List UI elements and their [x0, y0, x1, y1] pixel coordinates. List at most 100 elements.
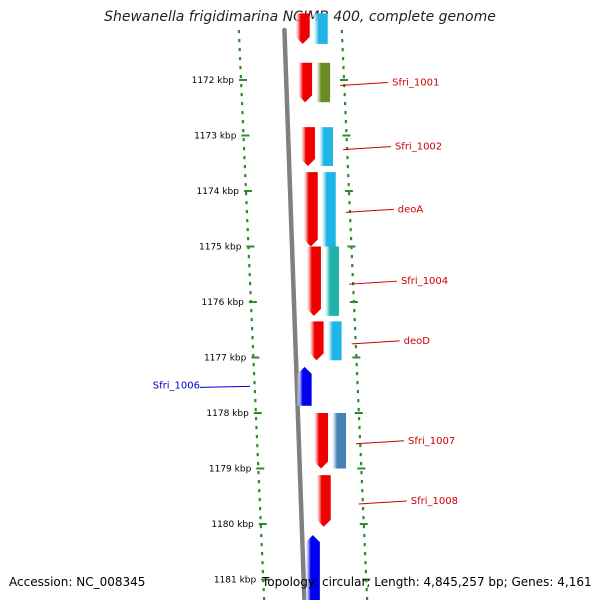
reverse-gene-arrow: [297, 366, 312, 406]
accession-text: Accession: NC_008345: [9, 575, 146, 589]
ruler-dot: [356, 390, 359, 394]
ruler-dot: [358, 435, 361, 439]
ruler-dot: [242, 138, 245, 142]
ruler-dot: [246, 237, 250, 241]
ruler-dot: [238, 39, 241, 43]
ruler-dot: [362, 507, 365, 511]
ruler-dot: [259, 507, 262, 511]
gene-sfri_1001: Sfri_1001: [298, 62, 439, 103]
ruler-dot: [363, 543, 366, 547]
gene-sfri_1008: Sfri_1008: [316, 475, 458, 527]
topology-text: Topology: circular; Length: 4,845,257 bp…: [262, 575, 592, 589]
ruler-dot: [342, 66, 345, 70]
ruler-dot: [263, 597, 266, 600]
ruler-dot: [241, 120, 244, 124]
tick-label: 1178 kbp: [206, 409, 249, 419]
forward-gene-arrow: [316, 475, 331, 527]
gene-sfri_1002: Sfri_1002: [300, 127, 442, 167]
ruler-dot: [354, 345, 357, 349]
ruler-dot: [349, 228, 352, 232]
ruler-dot: [244, 183, 247, 187]
gene-partial: [295, 13, 328, 44]
ruler-dot: [360, 480, 363, 484]
gene-label: Sfri_1001: [392, 77, 439, 88]
label-leader-line: [358, 500, 407, 505]
ruler-dot: [363, 534, 366, 538]
ruler-dot: [358, 426, 361, 430]
ruler-dot: [245, 201, 248, 205]
forward-gene-arrow: [309, 321, 324, 361]
ruler-dot: [256, 444, 259, 448]
tick-label: 1174 kbp: [197, 187, 240, 197]
ruler-dot: [345, 138, 348, 142]
gene-label: Sfri_1002: [395, 142, 442, 153]
ruler-dot: [353, 318, 356, 322]
ruler-dot: [254, 399, 257, 403]
ruler-dot: [341, 48, 344, 52]
ruler-dot: [355, 354, 358, 358]
ruler-dot: [351, 273, 354, 277]
ruler-dot: [240, 84, 243, 88]
forward-gene-arrow: [298, 62, 313, 103]
gene-label: Sfri_1008: [411, 496, 458, 507]
ruler-dot: [357, 417, 361, 421]
ruler-dot: [359, 444, 362, 448]
ruler-dot: [240, 93, 243, 97]
ruler-dot: [346, 156, 349, 160]
ruler-dot: [360, 471, 363, 475]
forward-gene-arrow: [306, 246, 321, 316]
forward-gene-arrow: [295, 13, 310, 44]
label-leader-line: [199, 385, 251, 388]
ruler-dot: [260, 543, 263, 547]
ruler-dot: [347, 174, 350, 178]
gene-label: Sfri_1007: [408, 436, 455, 447]
ruler-dot: [244, 174, 247, 178]
gene-feature-block: [313, 13, 328, 44]
gene-sfri_1006: Sfri_1006: [153, 366, 312, 406]
ruler-dot: [262, 588, 265, 592]
ruler-dot: [250, 327, 254, 331]
ruler-dot: [342, 75, 345, 79]
tick-label: 1180 kbp: [211, 520, 254, 530]
ruler-dot: [246, 219, 249, 223]
left-ruler-dots: [237, 30, 266, 600]
ruler-dot: [251, 345, 254, 349]
ruler-dot: [344, 120, 347, 124]
label-leader-line: [340, 81, 389, 86]
gene-sfri_1004: Sfri_1004: [306, 246, 448, 316]
label-leader-line: [345, 208, 394, 213]
ruler-dot: [364, 561, 367, 565]
ruler-dot: [353, 327, 357, 331]
ruler-dot: [361, 498, 364, 502]
ruler-dot: [256, 453, 259, 457]
ruler-dot: [364, 552, 367, 556]
tick-label: 1181 kbp: [214, 576, 257, 586]
ruler-dot: [261, 570, 265, 574]
ruler-dot: [250, 318, 253, 322]
gene-feature-block: [332, 413, 347, 469]
ruler-dot: [248, 282, 252, 286]
genome-backbone-line: [282, 27, 307, 600]
ruler-dot: [247, 255, 250, 259]
gene-feature-block: [318, 127, 333, 167]
right-ruler-dots: [340, 30, 369, 600]
label-leader-line: [351, 340, 400, 345]
ruler-dot: [357, 408, 360, 412]
ruler-dot: [362, 516, 365, 520]
tick-label: 1175 kbp: [199, 243, 242, 253]
ruler-dot: [343, 93, 346, 97]
ruler-dot: [364, 570, 368, 574]
forward-gene-arrow: [303, 172, 318, 247]
ruler-dot: [242, 129, 245, 133]
ruler-dot: [252, 354, 255, 358]
ruler-dot: [356, 381, 359, 385]
ruler-dot: [261, 561, 264, 565]
ruler-dot: [359, 462, 363, 466]
gene-feature-block: [321, 172, 336, 247]
tick-label: 1172 kbp: [192, 76, 235, 86]
ruler-dot: [248, 264, 251, 268]
ruler-dot: [365, 588, 368, 592]
ruler-dot: [257, 480, 260, 484]
ruler-dot: [351, 264, 354, 268]
